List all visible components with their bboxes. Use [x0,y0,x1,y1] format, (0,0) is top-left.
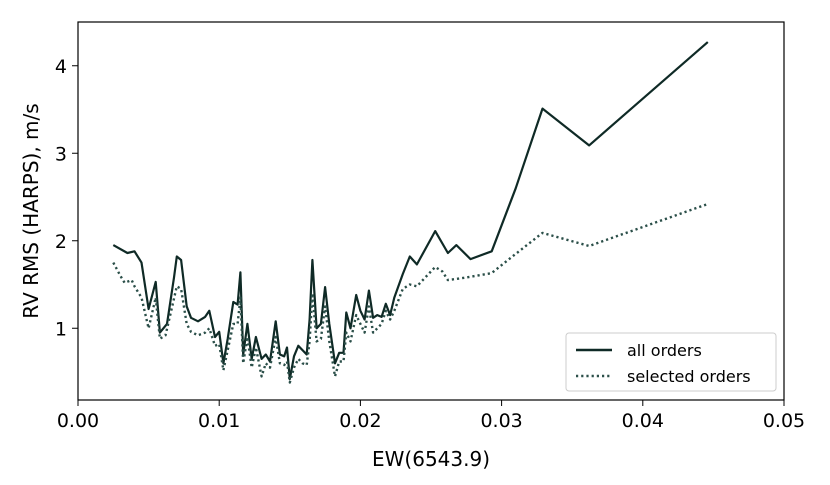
y-tick-label-3: 4 [55,56,67,78]
plot-area [112,41,709,384]
legend-label-selected-orders: selected orders [627,367,751,386]
x-tick-label-4: 0.04 [622,410,664,432]
legend-label-all-orders: all orders [627,341,702,360]
y-tick-label-2: 3 [55,143,67,165]
x-tick-label-0: 0.00 [57,410,99,432]
y-tick-label-0: 1 [55,318,67,340]
plot-frame [77,21,785,401]
x-tick-label-1: 0.01 [198,410,240,432]
x-axis-label: EW(6543.9) [372,447,490,471]
legend-box [565,332,777,392]
y-axis: 1 2 3 4 [55,56,78,340]
y-tick-label-1: 2 [55,231,67,253]
y-axis-label: RV RMS (HARPS), m/s [19,103,43,318]
legend: all orders selected orders [565,332,777,392]
x-tick-label-5: 0.05 [763,410,805,432]
x-tick-label-3: 0.03 [480,410,522,432]
x-axis: 0.00 0.01 0.02 0.03 0.04 0.05 [57,400,805,432]
series-line-0 [112,41,709,381]
x-tick-label-2: 0.02 [339,410,381,432]
